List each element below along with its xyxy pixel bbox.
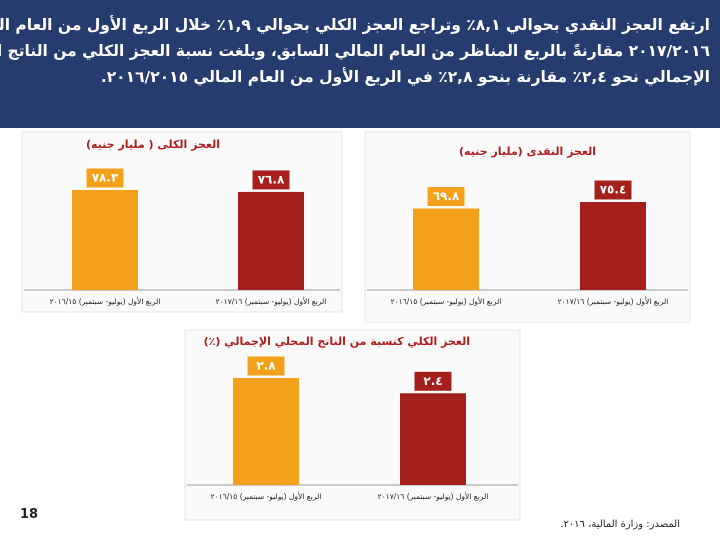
value-label: ٦٩.٨ <box>433 189 460 203</box>
bar <box>72 190 138 290</box>
value-label-box <box>246 355 286 377</box>
x-tick-label: الربع الأول (يوليو- سبتمبر) ٢٠١٧/١٦ <box>378 491 489 501</box>
value-label-box <box>251 169 291 191</box>
chart-title: العجز النقدى (مليار جنيه) <box>459 145 596 158</box>
x-tick-label: الربع الأول (يوليو- سبتمبر) ٢٠١٦/١٥ <box>50 296 161 306</box>
x-tick-label: الربع الأول (يوليو- سبتمبر) ٢٠١٧/١٦ <box>558 296 669 306</box>
value-label-box <box>413 370 453 392</box>
bar <box>400 393 466 485</box>
bar <box>233 378 299 485</box>
header: ارتفع العجز النقدي بحوالي ٨,١٪ وتراجع ال… <box>0 0 720 128</box>
source-note: المصدر: وزارة المالية، ٢٠١٦. <box>560 519 680 530</box>
chart-title: العجز الكلى ( مليار جنيه) <box>86 138 220 151</box>
value-label-box <box>426 186 466 208</box>
bar <box>238 191 304 290</box>
value-label: ٢.٤ <box>423 374 442 388</box>
header-line: ارتفع العجز النقدي بحوالي ٨,١٪ وتراجع ال… <box>0 16 710 34</box>
value-label: ٧٦.٨ <box>258 172 285 186</box>
value-label: ٢.٨ <box>256 359 276 373</box>
x-tick-label: الربع الأول (يوليو- سبتمبر) ٢٠١٦/١٥ <box>211 491 322 501</box>
header-line: ٢٠١٧/٢٠١٦ مقارنةً بالربع المناظر من العا… <box>0 42 710 60</box>
value-label-box <box>85 167 125 189</box>
chart-title: العجز الكلي كنسبة من الناتج المحلي الإجم… <box>204 335 470 348</box>
header-line: الإجمالي نحو ٢,٤٪ مقارنة بنحو ٢,٨٪ في ال… <box>100 68 710 86</box>
value-label: ٧٥.٤ <box>600 183 627 197</box>
value-label-box <box>593 179 633 201</box>
x-tick-label: الربع الأول (يوليو- سبتمبر) ٢٠١٦/١٥ <box>391 296 502 306</box>
bar <box>413 208 479 290</box>
value-label: ٧٨.٣ <box>92 171 119 185</box>
page-number: 18 <box>20 507 39 522</box>
x-tick-label: الربع الأول (يوليو- سبتمبر) ٢٠١٧/١٦ <box>216 296 327 306</box>
bar <box>580 202 646 290</box>
